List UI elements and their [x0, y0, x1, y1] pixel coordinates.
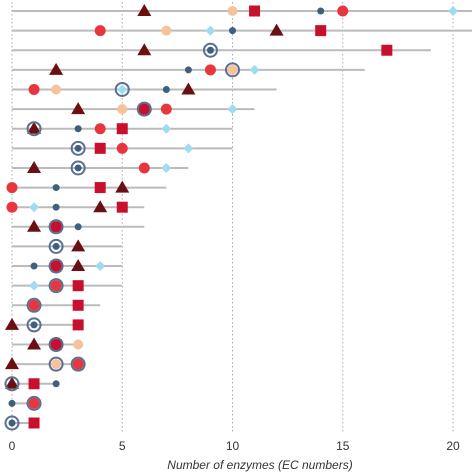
marker-row9-triangle-1 — [27, 160, 42, 173]
marker-row6-diamond-5 — [227, 104, 238, 115]
marker-row1-diamond-6 — [448, 6, 458, 16]
marker-row4-circle-red-3 — [204, 64, 216, 76]
x-tick-label-0: 0 — [9, 439, 16, 453]
marker-row3-ringed-blue-2 — [202, 42, 218, 58]
marker-row14-circle-small-blue-1 — [30, 262, 38, 270]
marker-row18-square-ringed-2 — [48, 337, 64, 353]
marker-row18-triangle-1 — [27, 337, 42, 350]
marker-row2-square-6 — [315, 25, 327, 37]
marker-row13-circle-small-blue-ringed-1 — [48, 238, 64, 254]
marker-row8-circle-small-blue-ringed-1 — [70, 140, 86, 156]
marker-row5-diamond-ringed-3 — [114, 81, 130, 97]
marker-row5-circle-peach-2 — [51, 84, 62, 95]
marker-row21-circle-small-blue-1 — [8, 399, 16, 407]
marker-row16-circle-red-ringed-1 — [26, 297, 42, 313]
marker-row9-circle-red-3 — [138, 162, 150, 174]
marker-row20-triangle-ringed-1 — [4, 376, 20, 392]
marker-row10-triangle-4 — [115, 180, 130, 193]
marker-row11-square-5 — [116, 201, 128, 213]
marker-row11-triangle-4 — [93, 200, 108, 213]
marker-row5-circle-red-1 — [28, 83, 40, 95]
marker-row1-square-3 — [249, 5, 261, 17]
marker-row5-triangle-5 — [181, 82, 196, 95]
marker-row19-circle-red-ringed-3 — [70, 356, 86, 372]
marker-row7-diamond-5 — [161, 123, 172, 134]
marker-row6-triangle-1 — [71, 102, 86, 115]
x-tick-label-15: 15 — [336, 439, 350, 453]
marker-row14-triangle-3 — [71, 259, 86, 272]
marker-row17-circle-small-blue-ringed-2 — [26, 317, 42, 333]
marker-row20-circle-small-blue-3 — [52, 380, 60, 388]
markers — [4, 4, 458, 431]
marker-row18-circle-peach-3 — [73, 339, 84, 350]
marker-row8-diamond-4 — [183, 143, 194, 154]
x-tick-label-10: 10 — [226, 439, 240, 453]
marker-row10-square-3 — [94, 182, 106, 194]
marker-row12-circle-small-blue-3 — [74, 223, 82, 231]
marker-row1-circle-red-5 — [337, 5, 349, 17]
marker-row10-circle-red-1 — [6, 182, 18, 194]
marker-row1-circle-small-blue-4 — [317, 7, 325, 15]
marker-row4-diamond-5 — [249, 64, 260, 75]
marker-row12-triangle-1 — [27, 219, 42, 232]
marker-row7-triangle-ringed-1 — [26, 121, 42, 137]
marker-row8-square-2 — [94, 142, 106, 154]
x-tick-label-5: 5 — [119, 439, 126, 453]
marker-row6-circle-peach-2 — [117, 104, 128, 115]
marker-row19-circle-peach-ringed-2 — [48, 356, 64, 372]
marker-row4-circle-small-blue-2 — [184, 66, 192, 74]
marker-row9-diamond-4 — [161, 162, 172, 173]
marker-row20-square-2 — [28, 378, 40, 390]
marker-row6-circle-red-4 — [160, 103, 172, 115]
marker-row1-triangle-1 — [137, 4, 152, 16]
marker-row16-square-2 — [72, 299, 84, 311]
marker-row14-square-ringed-2 — [48, 258, 64, 274]
marker-row6-square-ringed-3 — [136, 101, 152, 117]
marker-row11-circle-small-blue-3 — [52, 203, 60, 211]
marker-row2-circle-peach-2 — [161, 25, 172, 36]
marker-row22-circle-small-blue-ringed-1 — [4, 415, 20, 431]
marker-row2-circle-small-blue-4 — [229, 27, 236, 35]
marker-row22-square-2 — [28, 417, 40, 429]
marker-row5-circle-small-blue-4 — [162, 85, 170, 93]
marker-row19-triangle-1 — [5, 357, 19, 370]
marker-row9-circle-small-blue-ringed-2 — [70, 160, 86, 176]
marker-row15-square-3 — [72, 280, 84, 292]
marker-row12-square-ringed-2 — [48, 219, 64, 235]
marker-row2-diamond-3 — [205, 25, 216, 36]
marker-row11-diamond-2 — [29, 202, 40, 213]
marker-row2-circle-red-1 — [94, 25, 106, 37]
x-tick-label-20: 20 — [446, 439, 460, 453]
marker-row15-circle-red-ringed-2 — [48, 278, 64, 294]
marker-row8-circle-red-3 — [116, 142, 128, 154]
marker-row3-square-3 — [381, 44, 393, 56]
marker-row17-square-3 — [72, 319, 84, 331]
marker-row4-circle-peach-ringed-4 — [225, 62, 240, 78]
marker-row2-triangle-5 — [269, 23, 284, 36]
marker-row4-triangle-1 — [49, 62, 64, 75]
marker-row7-circle-red-3 — [94, 123, 106, 135]
marker-row7-circle-small-blue-2 — [74, 125, 82, 133]
x-axis-label: Number of enzymes (EC numbers) — [167, 458, 352, 472]
marker-row17-triangle-1 — [5, 317, 19, 330]
marker-row15-diamond-1 — [29, 280, 40, 291]
marker-row14-diamond-4 — [95, 261, 106, 272]
marker-row13-triangle-2 — [71, 239, 86, 252]
marker-row11-circle-red-1 — [6, 201, 18, 213]
marker-row7-square-4 — [116, 123, 128, 135]
marker-row21-circle-red-ringed-2 — [26, 395, 42, 411]
marker-row1-circle-peach-2 — [227, 6, 238, 16]
x-axis-ticks: 0 5 10 15 20 — [9, 439, 460, 453]
marker-row10-circle-small-blue-2 — [52, 184, 60, 192]
marker-row3-triangle-1 — [137, 43, 152, 56]
